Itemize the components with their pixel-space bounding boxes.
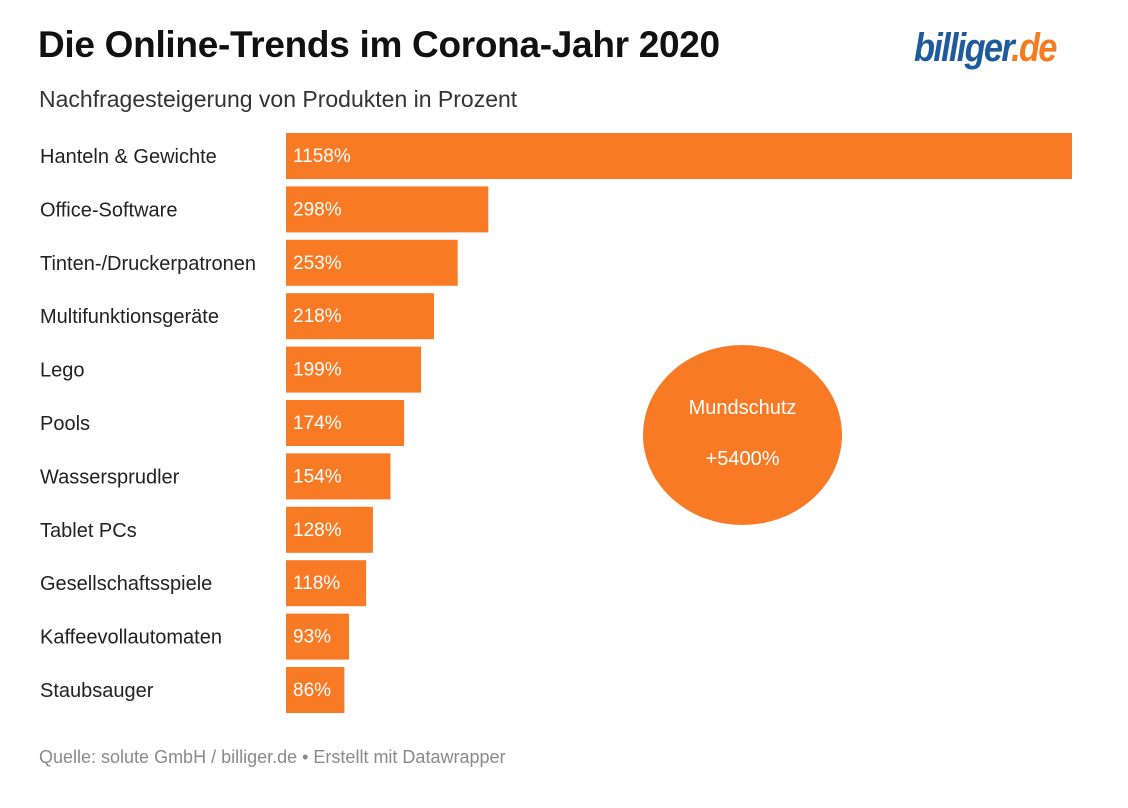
billiger-logo: billiger.de (914, 26, 1057, 71)
bar-value-label: 1158% (293, 146, 351, 167)
category-label: Tablet PCs (40, 520, 137, 542)
bar (286, 453, 391, 500)
logo-text-domain: .de (1011, 26, 1057, 70)
source-footer: Quelle: solute GmbH / billiger.de • Erst… (39, 747, 506, 767)
category-label: Lego (40, 360, 85, 382)
bar (286, 133, 1072, 179)
bar-chart: Hanteln & Gewichte 1158% Office-Software 29… (40, 133, 1072, 713)
category-label: Staubsauger (40, 680, 154, 702)
chart-title: Die Online-Trends im Corona-Jahr 2020 (38, 24, 720, 65)
bar-value-label: 174% (293, 413, 342, 434)
bar (286, 293, 434, 340)
category-label: Multifunktionsgeräte (40, 306, 219, 328)
bar (286, 560, 367, 607)
bar (286, 400, 405, 446)
category-label: Wassersprudler (40, 466, 180, 488)
bar-value-label: 93% (293, 627, 331, 648)
bar-value-label: 128% (293, 520, 342, 541)
category-label: Tinten-/Druckerpatronen (40, 253, 256, 275)
bar-value-label: 86% (293, 680, 331, 701)
bar (286, 506, 373, 553)
bubble-value: +5400% (705, 448, 780, 470)
bubble-label: Mundschutz (688, 397, 797, 419)
category-label: Kaffeevollautomaten (40, 627, 222, 649)
bar (286, 613, 350, 660)
bar-value-label: 218% (293, 306, 342, 327)
mundschutz-bubble: Mundschutz +5400% (643, 345, 842, 525)
category-label: Hanteln & Gewichte (40, 146, 217, 168)
bar-value-label: 154% (293, 466, 342, 487)
bar (286, 239, 458, 286)
logo-text-brand: billiger (914, 26, 1013, 70)
bar (286, 186, 489, 233)
category-label: Pools (40, 413, 90, 435)
bar-value-label: 118% (293, 573, 340, 594)
bar (286, 667, 345, 713)
bar-value-label: 253% (293, 253, 342, 274)
bar (286, 346, 422, 393)
chart-subtitle: Nachfragesteigerung von Produkten in Pro… (39, 86, 518, 112)
category-label: Office-Software (40, 199, 177, 221)
category-label: Gesellschaftsspiele (40, 573, 212, 595)
bar-value-label: 199% (293, 360, 342, 381)
bar-value-label: 298% (293, 199, 342, 220)
